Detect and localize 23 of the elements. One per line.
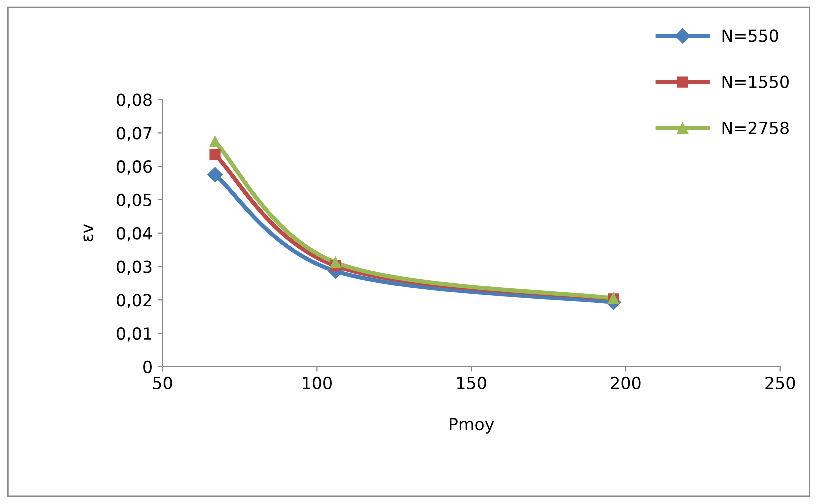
legend-label: N=1550	[722, 76, 789, 88]
y-tick-label: 0,01	[117, 327, 152, 342]
point	[208, 167, 223, 182]
x-tick-label: 200	[611, 376, 641, 390]
x-axis-title: Pmoy	[450, 418, 494, 434]
point	[210, 136, 221, 148]
y-tick-label: 0,06	[117, 160, 152, 175]
x-tick-label: 50	[153, 376, 172, 390]
y-tick-label: 0,04	[117, 227, 152, 242]
y-tick-label: 0	[144, 360, 152, 374]
x-tick-label: 250	[766, 376, 796, 390]
x-tick-label: 150	[458, 376, 486, 390]
y-tick-label: 0,05	[117, 194, 152, 208]
point	[210, 149, 221, 160]
y-tick-label: 0,02	[117, 294, 152, 308]
legend-label: N=2758	[722, 122, 789, 134]
point	[330, 257, 342, 268]
y-tick-label: 0,07	[117, 127, 152, 142]
legend-label: N=550	[722, 30, 778, 42]
x-tick-label: 100	[303, 376, 332, 390]
y-axis-title: εv	[84, 224, 94, 242]
y-tick-label: 0,08	[117, 94, 152, 108]
y-tick-label: 0,03	[117, 260, 152, 276]
